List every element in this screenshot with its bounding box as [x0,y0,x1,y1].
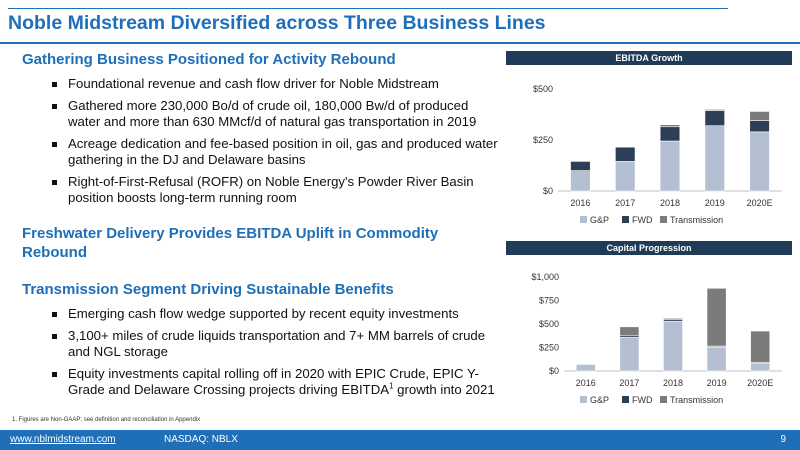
capital-progression-chart: $0 $250 $500 $750 $1,000 2016 2017 2018 2019 2020… [531,272,782,405]
ebitda-growth-panel: EBITDA Growth $0 $250 $500 2016 2017 2018 2019… [506,51,792,223]
transmission-bullets: Emerging cash flow wedge supported by re… [52,306,500,398]
footnote: 1. Figures are Non-GAAP; see definition … [12,417,201,423]
bar-segment [750,363,771,372]
bullet-item: Foundational revenue and cash flow drive… [52,76,500,92]
y-tick-label: $750 [539,296,559,306]
square-bullet-icon [52,142,57,147]
y-tick-label: $1,000 [531,272,559,282]
transmission-heading: Transmission Segment Driving Sustainable… [22,281,394,298]
x-tick-label: 2016 [570,198,590,208]
bar-segment [575,364,596,372]
freshwater-heading: Freshwater Delivery Provides EBITDA Upli… [22,225,439,261]
square-bullet-icon [52,180,57,185]
square-bullet-icon [52,312,57,317]
bullet-text: Emerging cash flow wedge supported by re… [68,306,459,321]
gathering-heading: Gathering Business Positioned for Activi… [22,51,396,68]
bar-segment [659,140,681,192]
y-tick-label: $0 [543,186,553,196]
x-tick-label: 2016 [576,378,596,388]
bullet-item: Emerging cash flow wedge supported by re… [52,306,500,322]
left-column: Gathering Business Positioned for Activi… [22,50,500,404]
square-bullet-icon [52,334,57,339]
bullet-text: 3,100+ miles of crude liquids transporta… [68,328,486,359]
legend-label: FWD [632,215,653,223]
title-top-rule [8,8,728,9]
y-tick-label: $250 [533,135,553,145]
y-tick-label: $500 [539,319,559,329]
bullet-text: growth into 2021 [393,382,495,397]
bar-segment [749,131,770,192]
legend-label: G&P [590,395,609,405]
bullet-item: Acreage dedication and fee-based positio… [52,136,500,168]
bar-segment [570,161,591,171]
legend-swatch [622,396,629,403]
bar-segment [615,161,636,192]
legend-swatch [580,216,587,223]
square-bullet-icon [52,104,57,109]
x-tick-label: 2017 [619,378,639,388]
legend-swatch [660,396,667,403]
bar-segment [749,111,770,121]
bar-segment [704,109,725,111]
bar-segment [749,120,770,133]
capital-progression-panel: Capital Progression $0 $250 $500 $750 $1,000… [506,241,792,425]
legend-label: Transmission [670,215,723,223]
page-number: 9 [780,434,786,445]
page-title: Noble Midstream Diversified across Three… [8,12,546,34]
bullet-text: Gathered more 230,000 Bo/d of crude oil,… [68,98,477,129]
bar-segment [619,336,640,372]
legend-label: G&P [590,215,609,223]
x-tick-label: 2019 [707,378,727,388]
y-tick-label: $500 [533,84,553,94]
footnote-marker: 1 [389,381,394,391]
bar-segment [704,125,725,192]
footer-bar: www.nblmidstream.com NASDAQ: NBLX 9 [0,430,800,450]
bar-segment [750,330,771,363]
square-bullet-icon [52,82,57,87]
ebitda-growth-chart: $0 $250 $500 2016 2017 2018 2019 2020E G&P FWD Tra… [533,84,782,223]
bullet-item: Gathered more 230,000 Bo/d of crude oil,… [52,98,500,130]
bullet-text: Equity investments capital rolling off i… [68,366,479,397]
bullet-text: Right-of-First-Refusal (ROFR) on Noble E… [68,174,474,205]
bar-segment [615,146,636,162]
bullet-item: 3,100+ miles of crude liquids transporta… [52,328,500,360]
square-bullet-icon [52,372,57,377]
legend-swatch [622,216,629,223]
bar-segment [663,320,683,372]
bar-segment [706,346,727,372]
bar-segment [570,170,591,192]
y-tick-label: $0 [549,366,559,376]
bullet-text: Acreage dedication and fee-based positio… [68,136,498,167]
chart-title: EBITDA Growth [506,51,792,65]
bullet-item: Equity investments capital rolling off i… [52,366,500,398]
x-tick-label: 2017 [615,198,635,208]
legend-swatch [580,396,587,403]
bar-segment [704,110,725,127]
bullet-text: Foundational revenue and cash flow drive… [68,76,439,91]
y-tick-label: $250 [539,343,559,353]
chart-title: Capital Progression [506,241,792,255]
x-tick-label: 2020E [747,378,773,388]
bar-segment [619,326,640,336]
x-tick-label: 2018 [660,198,680,208]
ticker-label: NASDAQ: NBLX [164,434,238,445]
bar-segment [659,124,681,128]
x-tick-label: 2019 [705,198,725,208]
x-tick-label: 2018 [663,378,683,388]
legend-swatch [660,216,667,223]
bar-segment [659,126,681,142]
bullet-item: Right-of-First-Refusal (ROFR) on Noble E… [52,174,500,206]
x-tick-label: 2020E [747,198,773,208]
bar-segment [663,318,683,320]
legend-label: Transmission [670,395,723,405]
title-underline [0,42,800,44]
website-link[interactable]: www.nblmidstream.com [10,434,116,445]
gathering-bullets: Foundational revenue and cash flow drive… [52,76,500,206]
legend-label: FWD [632,395,653,405]
bar-segment [706,287,727,347]
